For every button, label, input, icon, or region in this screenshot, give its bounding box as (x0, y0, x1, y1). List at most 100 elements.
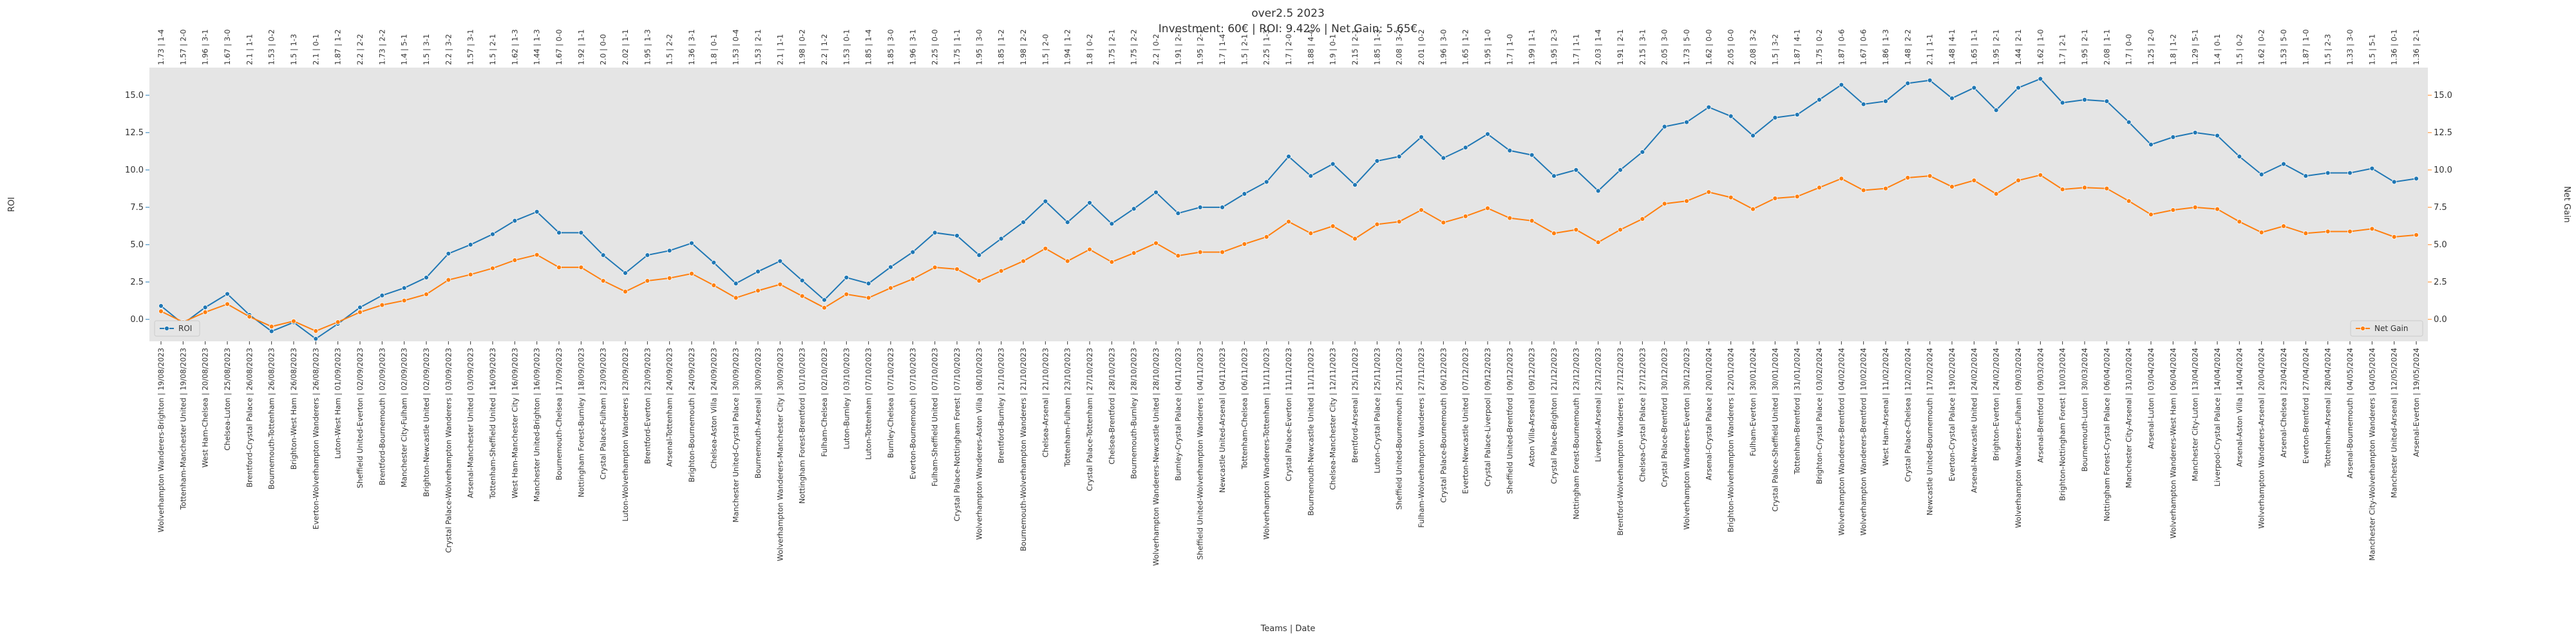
data-point (468, 242, 473, 247)
top-label: 2.25 | 0-0 (931, 29, 940, 65)
data-point (1220, 249, 1225, 255)
data-point (1441, 220, 1446, 225)
data-point (1905, 80, 1911, 86)
data-point (888, 285, 893, 291)
x-tick-label: Everton-Crystal Palace | 19/02/2024 (1947, 348, 1956, 481)
top-label: 1.88 | 4-4 (1306, 29, 1315, 65)
data-point (1573, 227, 1579, 232)
y-tick-label: 15.0 (125, 91, 144, 100)
x-tick-label: Tottenham-Arsenal | 28/04/2024 (2324, 348, 2333, 468)
top-label: 1.85 | 1-2 (997, 29, 1006, 65)
x-tick-label: Brighton-Everton | 24/02/2024 (1992, 348, 2001, 461)
data-point (512, 218, 518, 223)
x-tick-label: Nottingham Forest-Burnley | 18/09/2023 (576, 348, 585, 497)
x-tick-label: Fulham-Everton | 30/01/2024 (1748, 348, 1757, 456)
x-tick-label: Wolverhampton Wanderers-Newcastle United… (1151, 348, 1160, 566)
data-point (2104, 185, 2110, 191)
top-label: 1.96 | 3-1 (201, 29, 210, 65)
data-point (1175, 211, 1181, 216)
top-label: 1.5 | 2-0 (1041, 34, 1050, 65)
x-tick-label: West Ham-Manchester City | 16/09/2023 (510, 348, 519, 498)
top-label: 2.1 | 1-1 (1926, 34, 1935, 65)
top-label: 1.75 | 0-2 (1815, 29, 1824, 65)
top-label: 2.05 | 0-0 (1727, 29, 1736, 65)
data-point (844, 275, 849, 280)
top-label: 2.2 | 1-2 (820, 34, 829, 65)
x-tick-label: Tottenham-Manchester United | 19/08/2023 (178, 348, 187, 510)
top-label: 1.9 | 0-1 (1329, 34, 1338, 65)
top-label: 1.57 | 3-1 (466, 29, 475, 65)
data-point (2082, 185, 2087, 191)
data-point (1993, 108, 1999, 113)
data-point (1750, 133, 1756, 138)
x-tick-label: Wolverhampton Wanderers-Brighton | 19/08… (156, 348, 166, 533)
data-point (2347, 170, 2353, 176)
data-point (667, 275, 672, 281)
top-label: 1.85 | 1-3 (1372, 29, 1381, 65)
data-point (2347, 229, 2353, 234)
top-label: 1.25 | 2-0 (2146, 29, 2155, 65)
data-point (269, 324, 274, 329)
top-label: 1.73 | 1-4 (156, 29, 166, 65)
data-point (711, 260, 717, 265)
top-label: 1.48 | 4-1 (1947, 29, 1956, 65)
y2-tick-label: 7.5 (2434, 203, 2447, 213)
data-point (313, 336, 319, 341)
data-point (2192, 205, 2198, 210)
plot-area (149, 68, 2428, 341)
x-tick-label: Manchester United-Crystal Palace | 30/09… (732, 348, 741, 522)
x-tick-label: Manchester City-Luton | 13/04/2024 (2191, 348, 2200, 481)
y2-tick-label: 5.0 (2434, 240, 2447, 250)
legend-marker (164, 326, 169, 331)
top-label: 1.7 | 2-1 (2058, 34, 2067, 65)
x-tick-label: Everton-Wolverhampton Wanderers | 26/08/… (311, 348, 320, 529)
x-tick-label: Brighton-Bournemouth | 24/09/2023 (687, 348, 696, 482)
x-tick-label: Wolverhampton Wanderers-Aston Villa | 08… (974, 348, 983, 540)
data-point (1087, 200, 1092, 205)
data-point (2060, 100, 2065, 106)
data-point (2391, 179, 2397, 185)
y-tick-label: 2.5 (130, 278, 144, 287)
x-tick-label: Crystal Palace-Chelsea | 12/02/2024 (1903, 348, 1912, 482)
x-tick-label: Aston Villa-Arsenal | 09/12/2023 (1528, 348, 1537, 467)
data-point (623, 289, 628, 294)
data-point (976, 252, 982, 258)
top-label: 1.53 | 0-4 (732, 29, 741, 65)
data-point (1485, 205, 1490, 211)
data-point (1839, 176, 1844, 182)
data-point (932, 265, 938, 270)
x-tick-label: Fulham-Sheffield United | 07/10/2023 (931, 348, 940, 486)
x-tick-label: Manchester United-Brighton | 16/09/2023 (533, 348, 542, 502)
x-tick-label: Manchester United-Arsenal | 12/05/2024 (2390, 348, 2399, 498)
x-tick-label: Luton-Burnley | 03/10/2023 (842, 348, 851, 450)
x-tick-label: Brentford-Burnley | 21/10/2023 (997, 348, 1006, 463)
data-point (1794, 194, 1800, 200)
top-label: 2.05 | 3-0 (1660, 29, 1669, 65)
data-point (1618, 227, 1623, 232)
data-point (2104, 99, 2110, 104)
data-point (2237, 219, 2242, 225)
x-tick-label: Nottingham Forest-Brentford | 01/10/2023 (798, 348, 807, 504)
top-label: 1.36 | 3-1 (687, 29, 696, 65)
top-label: 1.5 | 2-1 (1240, 34, 1249, 65)
chart-title: over2.5 2023 (1251, 7, 1325, 20)
x-tick-label: Arsenal-Luton | 03/04/2024 (2146, 348, 2155, 449)
top-label: 1.62 | 1-3 (510, 29, 519, 65)
top-label: 1.95 | 2-1 (2080, 29, 2089, 65)
data-point (1949, 95, 1955, 101)
data-point (2192, 130, 2198, 135)
x-tick-label: Crystal Palace-Fulham | 23/09/2023 (599, 348, 608, 480)
data-point (1153, 189, 1159, 195)
data-point (954, 233, 960, 238)
top-label: 1.75 | 2-2 (1130, 29, 1139, 65)
x-tick-label: Arsenal-Bournemouth | 04/05/2024 (2345, 348, 2354, 478)
data-point (2259, 229, 2264, 235)
x-tick-label: Wolverhampton Wanderers-Manchester City … (775, 348, 784, 561)
data-point (1220, 205, 1225, 210)
top-label: 1.87 | 4-1 (1793, 29, 1802, 65)
data-point (2303, 173, 2309, 179)
top-label: 2.1 | 0-1 (311, 34, 320, 65)
x-tick-label: Brighton-Crystal Palace | 03/02/2024 (1815, 348, 1824, 484)
top-label: 1.62 | 1-0 (2036, 29, 2045, 65)
